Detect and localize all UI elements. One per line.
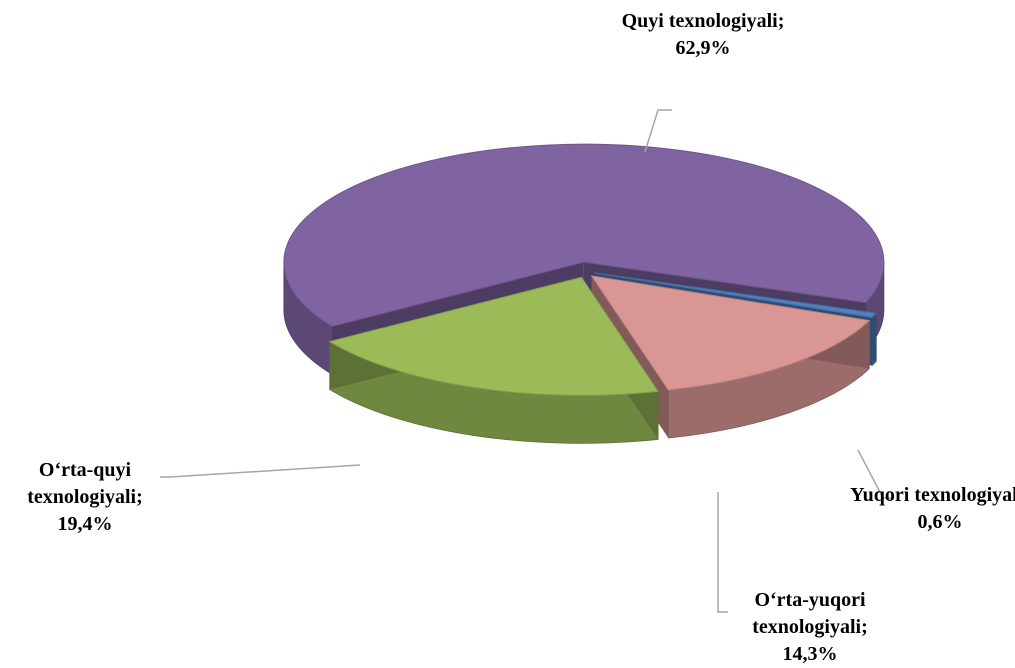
category-label: Quyi texnologiyali [621, 10, 778, 32]
separator: ; [136, 486, 143, 508]
data-label: Quyi texnologiyali; 62,9% [608, 8, 798, 62]
data-label: Yuqori texnologiyali;0,6% [845, 482, 1015, 536]
slice [328, 276, 659, 396]
value-label: 0,6% [917, 511, 963, 533]
slices [283, 143, 885, 444]
data-label: O‘rta-yuqori texnologiyali; 14,3% [715, 587, 905, 668]
slice [594, 272, 878, 318]
category-label: O‘rta-quyi texnologiyali [27, 459, 137, 508]
leader-lines [160, 109, 893, 613]
value-label: 14,3% [782, 643, 838, 665]
value-label: 19,4% [57, 513, 113, 535]
data-label: O‘rta-quyi texnologiyali; 19,4% [0, 457, 180, 538]
leader-line [717, 492, 728, 613]
separator: ; [861, 616, 868, 638]
slice [590, 275, 871, 391]
category-label: Yuqori texnologiyali [850, 484, 1015, 506]
leader-line [644, 109, 672, 153]
category-label: O‘rta-yuqori texnologiyali [752, 589, 866, 638]
leader-line [857, 449, 893, 499]
slice [283, 143, 885, 327]
leader-line [160, 464, 361, 478]
separator: ; [777, 10, 785, 32]
value-label: 62,9% [675, 37, 731, 59]
